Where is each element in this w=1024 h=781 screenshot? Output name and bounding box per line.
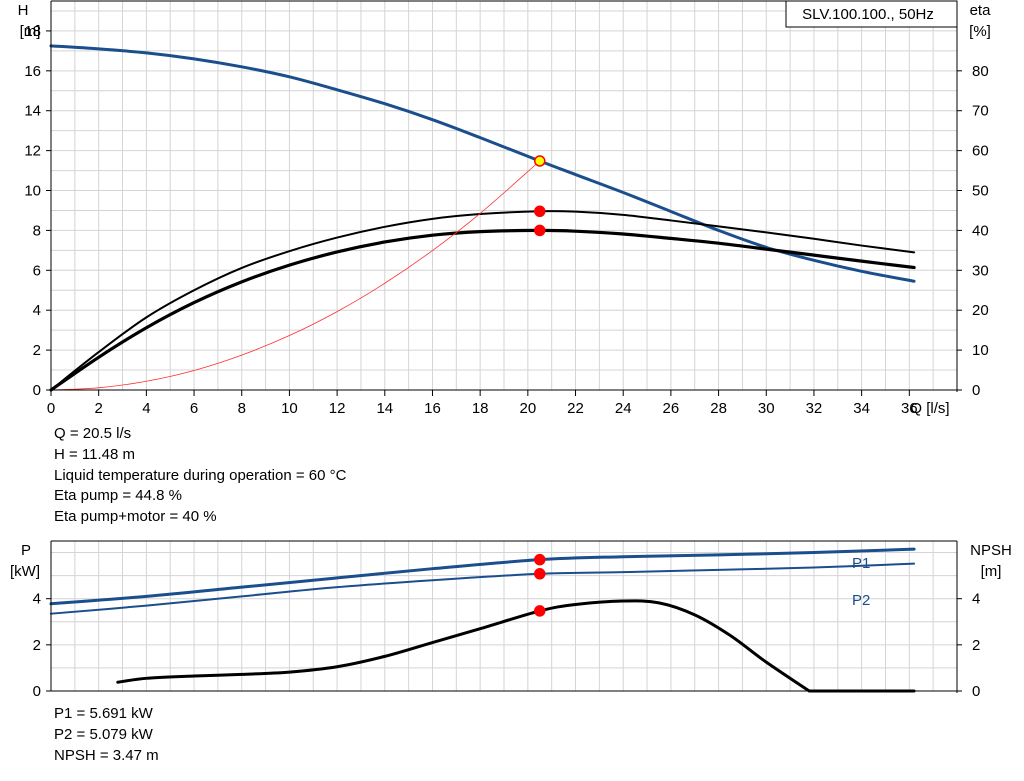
top-x-tick-label: 24 [615, 400, 632, 417]
top-x-tick-label: 32 [806, 400, 823, 417]
h-axis-label: H [18, 2, 29, 19]
p-axis-label: P [21, 542, 31, 559]
bottom-operating-point-marker [534, 568, 546, 580]
top-chart-series [49, 44, 916, 392]
npsh-axis-label: NPSH [970, 542, 1012, 559]
bottom-right-tick-label: 4 [972, 591, 980, 608]
bottom-operating-point-marker [534, 605, 546, 617]
bottom-chart-ticks: 0 2 4 0 2 4 [33, 591, 981, 700]
top-left-tick-label: 18 [24, 23, 41, 40]
bottom-series-NPSH [116, 599, 916, 693]
top-right-tick-label: 80 [972, 63, 989, 80]
top-x-tick-label: 16 [424, 400, 441, 417]
top-right-tick-label: 40 [972, 222, 989, 239]
chart-title: SLV.100.100., 50Hz [802, 6, 934, 23]
top-operating-point-marker [534, 205, 546, 218]
top-left-tick-label: 12 [24, 143, 41, 160]
bottom-series-P1 [49, 547, 916, 606]
top-left-tick-label: 10 [24, 183, 41, 200]
top-x-tick-label: 10 [281, 400, 298, 417]
eta-axis-unit: [%] [969, 23, 991, 40]
top-left-tick-label: 4 [33, 302, 41, 319]
top-x-tick-label: 22 [567, 400, 584, 417]
top-right-tick-label: 70 [972, 103, 989, 120]
top-left-tick-label: 16 [24, 63, 41, 80]
top-x-tick-label: 28 [710, 400, 727, 417]
top-x-tick-label: 12 [329, 400, 346, 417]
chart-title-box: SLV.100.100., 50Hz [785, 0, 958, 28]
top-operating-point-marker [534, 224, 546, 237]
top-series-eta-pump [50, 210, 916, 391]
top-chart-grid [51, 1, 957, 390]
power-info: P1 = 5.691 kW P2 = 5.079 kW NPSH = 3.47 … [54, 704, 159, 766]
top-right-tick-label: 20 [972, 302, 989, 319]
bottom-series-P2 [50, 562, 916, 615]
h-axis-unit: [m] [20, 23, 41, 40]
top-x-tick-label: 6 [190, 400, 198, 417]
top-x-tick-label: 26 [663, 400, 680, 417]
top-operating-point-marker [534, 155, 546, 167]
info-p1: P1 = 5.691 kW [54, 705, 153, 722]
bottom-left-tick-label: 2 [33, 637, 41, 654]
q-axis-label: Q [l/s] [910, 400, 949, 417]
top-x-tick-label: 2 [95, 400, 103, 417]
top-series-H [49, 44, 916, 283]
bottom-chart-frame [50, 540, 958, 693]
top-x-tick-label: 20 [519, 400, 536, 417]
top-x-tick-label: 18 [472, 400, 489, 417]
bottom-chart-series [49, 547, 916, 693]
top-left-tick-label: 14 [24, 103, 41, 120]
info-p2: P2 = 5.079 kW [54, 725, 153, 743]
info-liquid-temperature: Liquid temperature during operation = 60… [54, 466, 347, 484]
top-x-tick-label: 4 [142, 400, 150, 417]
series-label-p1: P1 [852, 555, 870, 572]
bottom-right-tick-label: 0 [972, 683, 980, 700]
top-x-tick-label: 8 [238, 400, 246, 417]
bottom-left-tick-label: 0 [33, 683, 41, 700]
top-x-tick-label: 30 [758, 400, 775, 417]
top-series-system-curve [50, 160, 541, 391]
top-x-tick-label: 36 [901, 400, 918, 417]
npsh-axis-unit: [m] [981, 563, 1002, 580]
series-label-p2: P2 [852, 592, 870, 609]
top-right-tick-label: 60 [972, 143, 989, 160]
info-flow: Q = 20.5 l/s [54, 425, 132, 442]
top-right-tick-label: 0 [972, 382, 980, 399]
top-right-tick-label: 50 [972, 183, 989, 200]
top-x-tick-label: 14 [376, 400, 393, 417]
top-x-tick-label: 34 [853, 400, 870, 417]
top-left-tick-label: 0 [33, 382, 41, 399]
info-npsh: NPSH = 3.47 m [54, 746, 159, 764]
operating-point-info: Q = 20.5 l/s H = 11.48 m Liquid temperat… [54, 424, 346, 528]
eta-axis-label: eta [970, 2, 992, 19]
p-axis-unit: [kW] [10, 563, 40, 580]
axis-labels: H [m] eta [%] Q [l/s] P [kW] NPSH [m] [10, 2, 1012, 580]
info-eta-pump-motor: Eta pump+motor = 40 % [54, 508, 217, 526]
top-series-eta-pump-motor [49, 228, 916, 392]
top-x-tick-label: 0 [47, 400, 55, 417]
top-right-tick-label: 30 [972, 262, 989, 279]
top-left-tick-label: 8 [33, 222, 41, 239]
top-right-tick-label: 10 [972, 342, 989, 359]
info-head: H = 11.48 m [54, 445, 136, 463]
top-left-tick-label: 2 [33, 342, 41, 359]
top-left-tick-label: 6 [33, 262, 41, 279]
bottom-right-tick-label: 2 [972, 637, 980, 654]
bottom-left-tick-label: 4 [33, 591, 41, 608]
info-eta-pump: Eta pump = 44.8 % [54, 487, 182, 505]
bottom-operating-point-marker [534, 553, 546, 566]
